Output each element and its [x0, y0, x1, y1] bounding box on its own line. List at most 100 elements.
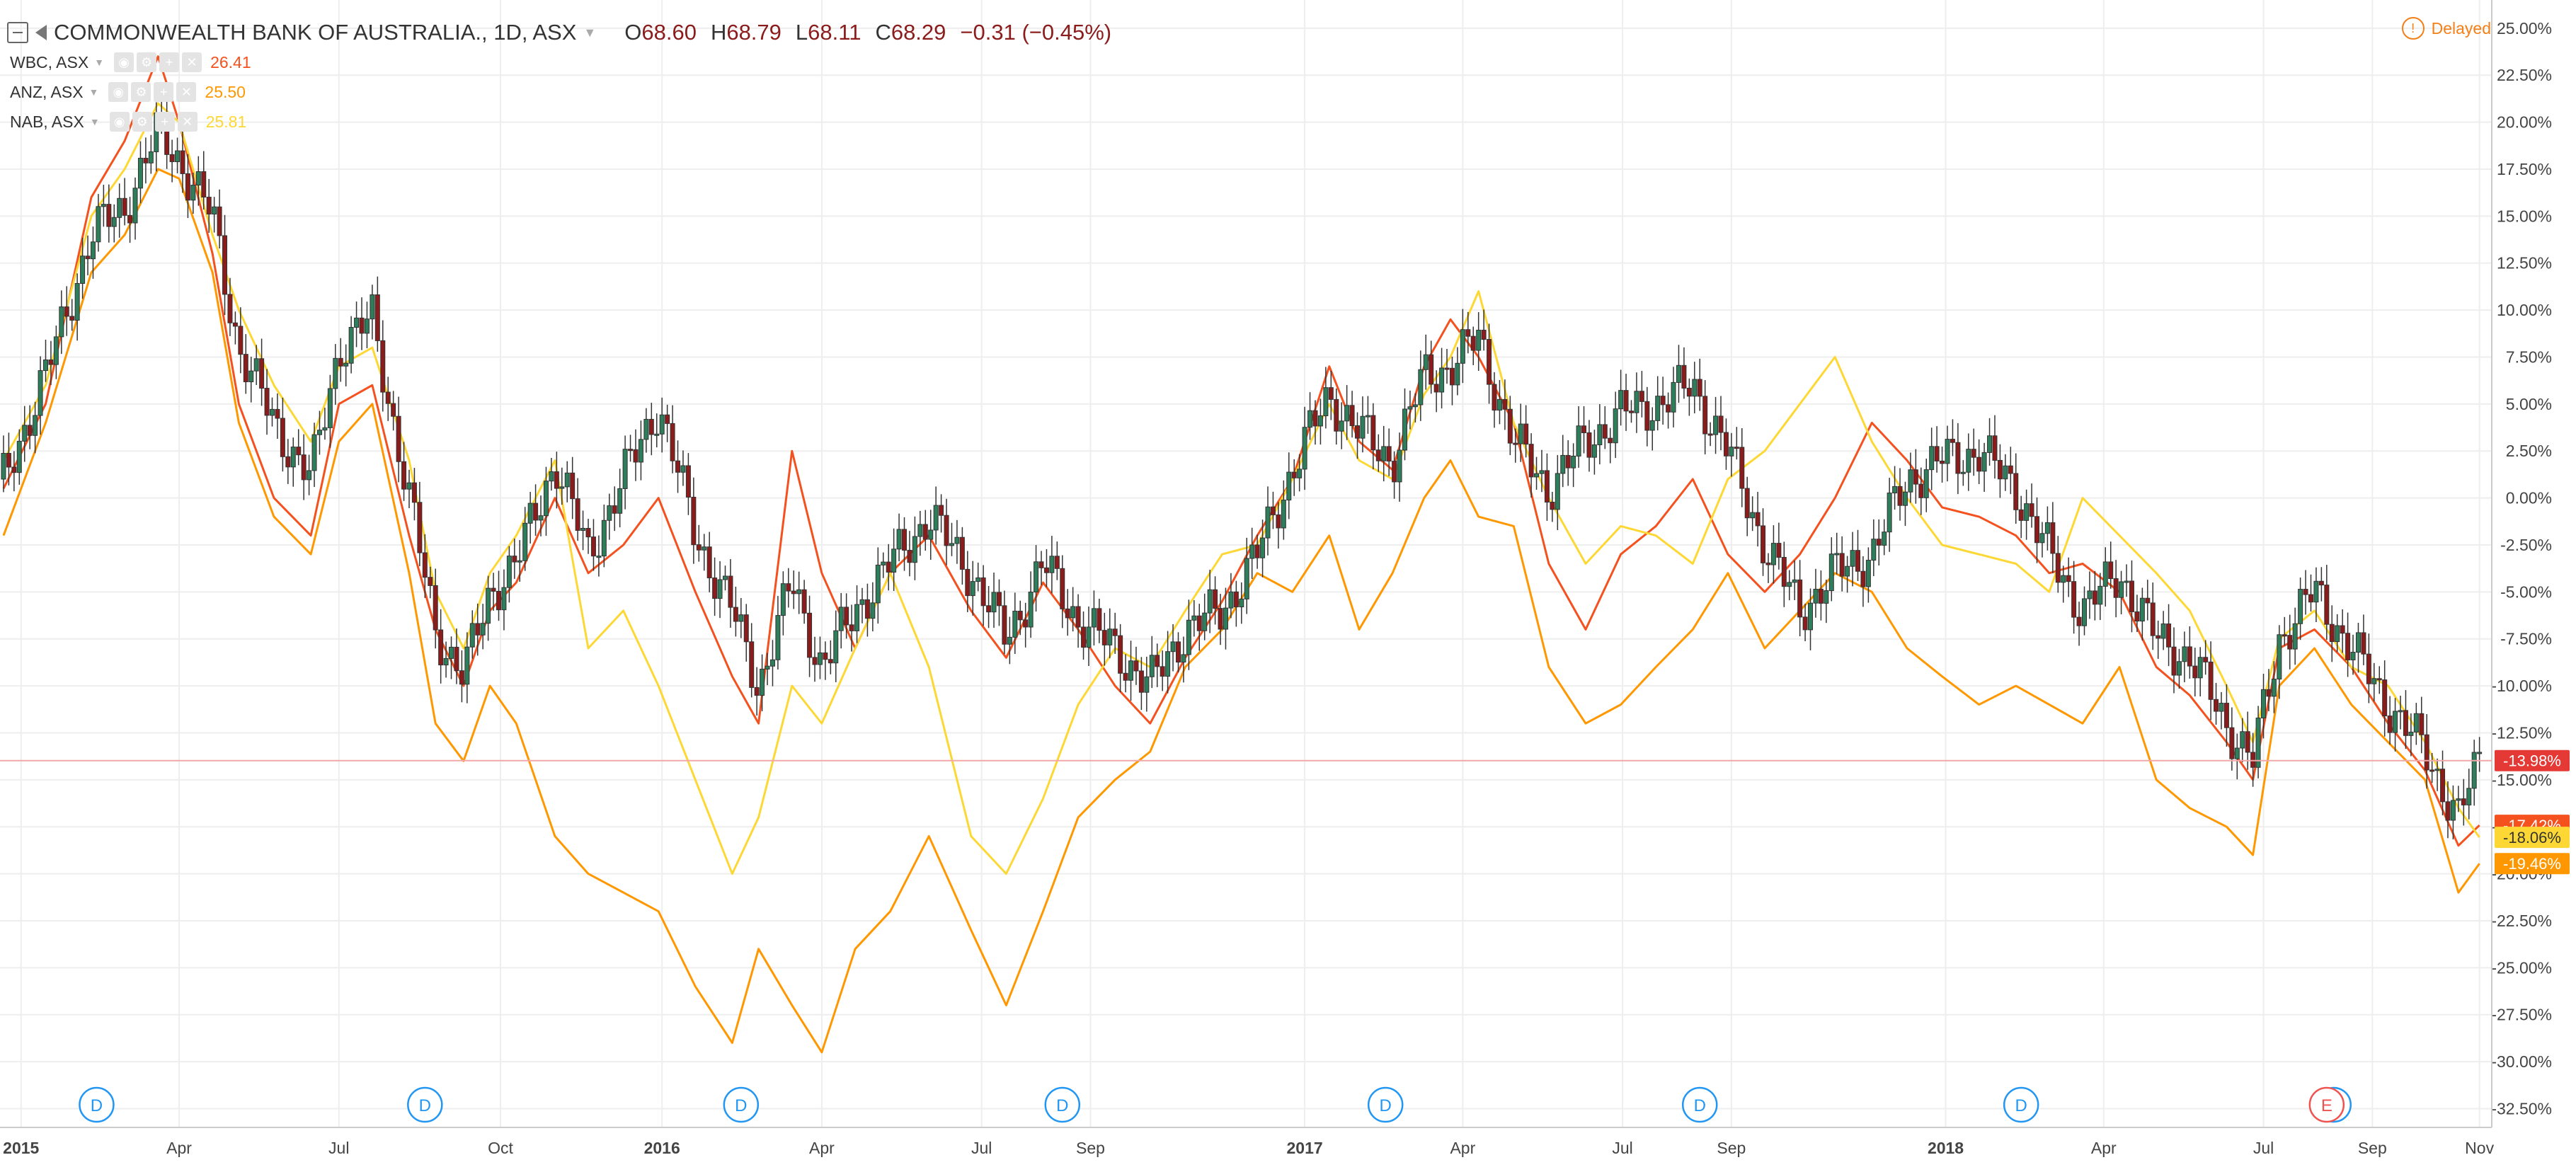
- candle-body: [1038, 561, 1044, 568]
- chevron-down-icon[interactable]: ▼: [583, 25, 597, 40]
- y-tick-label: 17.50%: [2497, 160, 2552, 178]
- candle-body: [69, 316, 75, 321]
- candle-body: [1128, 660, 1134, 681]
- candle-body: [2355, 632, 2361, 653]
- dividend-marker[interactable]: [1681, 1086, 1718, 1123]
- candle-body: [433, 585, 438, 631]
- candle-body: [1502, 398, 1508, 410]
- x-tick-label: Jul: [1612, 1139, 1632, 1157]
- dividend-marker[interactable]: [2003, 1086, 2039, 1123]
- candle-body: [1392, 461, 1397, 483]
- candle-body: [2461, 798, 2466, 805]
- candle-body: [722, 575, 728, 580]
- candle-body: [1697, 379, 1702, 397]
- symbol-arrow-icon: [35, 25, 47, 40]
- candle-body: [949, 543, 954, 546]
- settings-gear-icon[interactable]: ⚙: [131, 82, 151, 102]
- settings-gear-icon[interactable]: ⚙: [137, 52, 157, 72]
- compare-value: 25.81: [205, 112, 247, 131]
- dividend-marker[interactable]: [1367, 1086, 1404, 1123]
- candle-body: [1692, 379, 1698, 397]
- candle-body: [290, 447, 296, 468]
- compare-label[interactable]: WBC, ASX: [10, 52, 89, 71]
- candle-body: [1097, 608, 1102, 631]
- delayed-badge[interactable]: ! Delayed: [2401, 17, 2491, 40]
- candle-body: [2287, 635, 2293, 650]
- open-label: O: [624, 20, 642, 45]
- compare-label[interactable]: NAB, ASX: [10, 112, 84, 131]
- candle-body: [1550, 502, 1555, 510]
- candle-body: [1344, 405, 1350, 422]
- candle-body: [1007, 636, 1012, 645]
- candle-body: [854, 604, 860, 631]
- collapse-legend-button[interactable]: [7, 22, 28, 43]
- hide-eye-icon[interactable]: ◉: [108, 82, 129, 102]
- compare-row-nab: NAB, ASX ▼ ◉ ⚙ + ✕ 25.81: [10, 109, 246, 134]
- candle-body: [1170, 641, 1176, 653]
- earnings-marker[interactable]: [2308, 1086, 2345, 1123]
- candle-body: [343, 362, 349, 367]
- candle-body: [1591, 444, 1597, 458]
- candle-body: [2324, 585, 2330, 625]
- candle-body: [2029, 503, 2034, 517]
- candle-body: [1, 452, 6, 480]
- settings-gear-icon[interactable]: ⚙: [132, 112, 152, 132]
- candle-body: [1871, 539, 1877, 561]
- x-tick-label: Apr: [2091, 1139, 2117, 1157]
- close-x-icon[interactable]: ✕: [182, 52, 202, 72]
- last-value-text: -13.98%: [2503, 752, 2561, 770]
- candle-body: [1723, 432, 1729, 456]
- candle-body: [1460, 329, 1465, 364]
- candle-body: [428, 577, 433, 586]
- candle-body: [749, 641, 755, 688]
- candle-body: [2245, 731, 2250, 753]
- candle-body: [1017, 610, 1023, 621]
- candle-body: [801, 589, 807, 614]
- candle-body: [2081, 598, 2087, 626]
- chevron-down-icon[interactable]: ▼: [88, 86, 99, 98]
- candle-body: [316, 430, 322, 435]
- candle-body: [1586, 432, 1592, 458]
- close-x-icon[interactable]: ✕: [176, 82, 197, 102]
- candle-body: [2113, 578, 2119, 598]
- dividend-marker[interactable]: [1044, 1086, 1081, 1123]
- candle-body: [844, 607, 849, 626]
- candle-body: [628, 449, 634, 452]
- candle-body: [1423, 354, 1429, 370]
- candle-body: [1565, 454, 1571, 469]
- chevron-down-icon[interactable]: ▼: [94, 57, 105, 68]
- add-plus-icon[interactable]: +: [159, 52, 180, 72]
- symbol-title[interactable]: COMMONWEALTH BANK OF AUSTRALIA., 1D, ASX: [54, 20, 577, 45]
- candle-body: [1075, 606, 1081, 628]
- candle-body: [1797, 579, 1803, 618]
- delayed-label: Delayed: [2431, 18, 2491, 38]
- dividend-marker[interactable]: [407, 1086, 443, 1123]
- dividend-marker[interactable]: [79, 1086, 115, 1123]
- add-plus-icon[interactable]: +: [154, 112, 175, 132]
- chevron-down-icon[interactable]: ▼: [89, 116, 100, 127]
- candle-body: [2092, 590, 2097, 605]
- hide-eye-icon[interactable]: ◉: [114, 52, 134, 72]
- candle-body: [1449, 367, 1455, 386]
- hide-eye-icon[interactable]: ◉: [109, 112, 130, 132]
- dividend-marker[interactable]: [723, 1086, 760, 1123]
- candle-body: [275, 408, 280, 419]
- candle-body: [1707, 433, 1713, 436]
- candle-body: [712, 578, 718, 599]
- candle-body: [807, 612, 813, 658]
- close-x-icon[interactable]: ✕: [177, 112, 198, 132]
- candle-body: [59, 306, 64, 338]
- compare-value: 26.41: [210, 52, 251, 71]
- candle-body: [654, 433, 660, 436]
- candle-body: [1028, 592, 1034, 628]
- candle-body: [2445, 801, 2451, 821]
- compare-label[interactable]: ANZ, ASX: [10, 82, 84, 101]
- candle-body: [2440, 769, 2446, 803]
- candle-body: [1960, 471, 1966, 474]
- candle-body: [1260, 537, 1266, 558]
- add-plus-icon[interactable]: +: [154, 82, 174, 102]
- candle-body: [1940, 460, 1945, 464]
